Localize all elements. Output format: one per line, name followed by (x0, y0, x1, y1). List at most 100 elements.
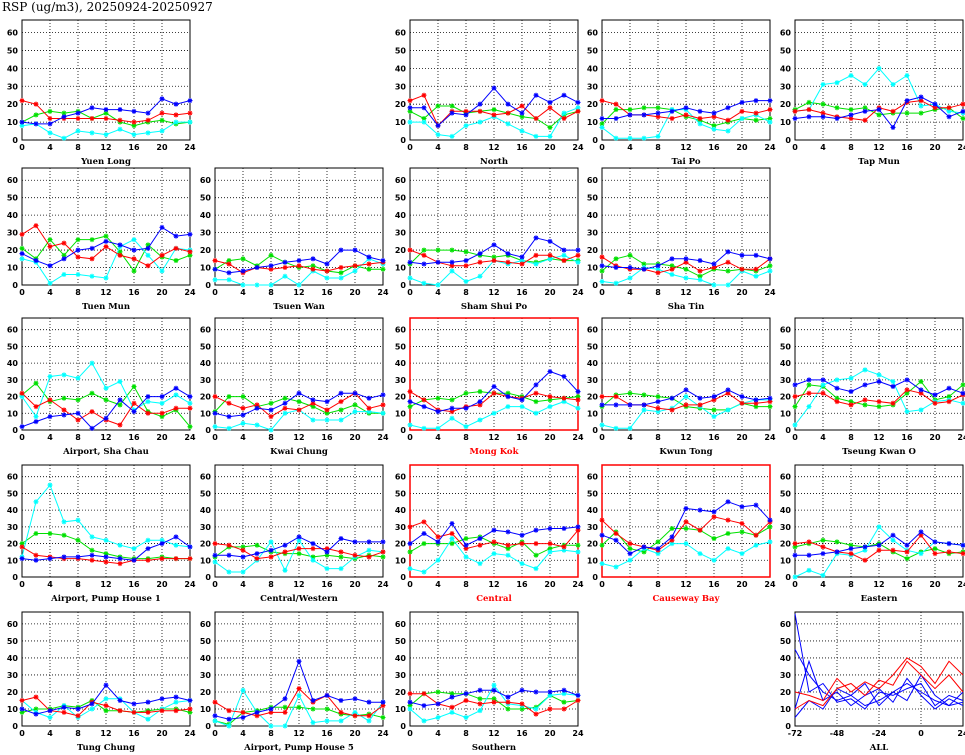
x-tick-label: 0 (212, 288, 218, 297)
data-point (407, 541, 413, 547)
data-point (449, 709, 455, 715)
data-point (435, 132, 441, 138)
x-tick-label: 12 (873, 433, 884, 442)
data-point (904, 110, 910, 116)
data-point (47, 121, 53, 127)
data-point (739, 116, 745, 122)
data-point (505, 259, 511, 265)
data-point (641, 112, 647, 118)
data-point (352, 539, 358, 545)
x-tick-label: 0 (599, 433, 605, 442)
data-point (310, 417, 316, 423)
y-tick-label: 30 (587, 523, 599, 532)
data-point (561, 252, 567, 258)
data-point (876, 404, 882, 410)
chart-title: RSP (ug/m3), 20250924-20250927 (2, 0, 213, 14)
data-point (296, 282, 302, 288)
data-point (380, 402, 386, 408)
y-tick-label: 50 (395, 342, 407, 351)
data-point (918, 110, 924, 116)
panel-airport-sha-chau: 0 10 20 30 40 50 60 0 4 8 12 16 20 24 Airport, Sha Cha… (7, 317, 196, 457)
y-tick-label: 30 (780, 376, 792, 385)
y-tick-label: 40 (780, 506, 792, 515)
data-point (61, 256, 67, 262)
data-point (533, 552, 539, 558)
x-tick-label: 0 (792, 143, 798, 152)
y-tick-label: 0 (12, 722, 18, 731)
data-point (753, 404, 759, 410)
data-point (33, 101, 39, 107)
data-point (131, 237, 137, 243)
data-point (145, 716, 151, 722)
data-point (117, 107, 123, 113)
data-point (739, 394, 745, 400)
data-point (599, 121, 605, 127)
y-tick-label: 60 (200, 473, 212, 482)
y-tick-label: 40 (395, 211, 407, 220)
x-tick-label: 4 (435, 288, 441, 297)
data-point (655, 263, 661, 269)
data-point (876, 379, 882, 385)
x-tick-label: 12 (100, 433, 111, 442)
x-tick-label: 20 (736, 288, 748, 297)
data-point (282, 395, 288, 401)
data-point (268, 414, 274, 420)
data-point (47, 482, 53, 488)
data-point (575, 697, 581, 703)
series-line (794, 649, 964, 707)
data-point (627, 425, 633, 431)
data-point (449, 409, 455, 415)
data-point (561, 399, 567, 405)
data-point (904, 73, 910, 79)
data-point (131, 400, 137, 406)
panel-title: Eastern (861, 594, 898, 604)
data-point (173, 556, 179, 562)
data-point (655, 551, 661, 557)
panel-tap-mun: 0 10 20 30 40 50 60 0 4 8 12 16 20 24 Tap Mun (780, 19, 965, 167)
data-point (226, 400, 232, 406)
data-point (753, 110, 759, 116)
data-point (19, 394, 25, 400)
data-point (946, 394, 952, 400)
data-point (575, 252, 581, 258)
panel-title: Tseung Kwan O (842, 447, 916, 457)
y-tick-label: 60 (395, 29, 407, 38)
data-point (254, 402, 260, 408)
x-tick-label: 12 (680, 143, 691, 152)
data-point (848, 375, 854, 381)
data-point (519, 701, 525, 707)
data-point (767, 539, 773, 545)
data-point (240, 420, 246, 426)
x-tick-label: 8 (75, 729, 81, 738)
data-point (19, 231, 25, 237)
data-point (187, 249, 193, 255)
data-point (47, 244, 53, 250)
data-point (435, 539, 441, 545)
data-point (477, 696, 483, 702)
x-tick-label: 8 (268, 580, 274, 589)
y-tick-label: 0 (785, 722, 791, 731)
data-point (918, 98, 924, 104)
data-point (627, 252, 633, 258)
data-point (145, 263, 151, 269)
data-point (792, 382, 798, 388)
data-point (296, 263, 302, 269)
panel-tuen-mun: 0 10 20 30 40 50 60 0 4 8 12 16 20 24 Tuen Mun (7, 167, 196, 312)
panel-north: 0 10 20 30 40 50 60 0 4 8 12 16 20 24 North (395, 19, 584, 167)
data-point (212, 424, 218, 430)
data-point (613, 537, 619, 543)
data-point (338, 718, 344, 724)
data-point (75, 713, 81, 719)
x-tick-label: 24 (377, 729, 389, 738)
x-tick-label: 20 (929, 580, 941, 589)
data-point (655, 399, 661, 405)
data-point (806, 552, 812, 558)
data-point (117, 708, 123, 714)
data-point (352, 402, 358, 408)
data-point (834, 539, 840, 545)
data-point (187, 424, 193, 430)
data-point (669, 256, 675, 262)
data-point (89, 116, 95, 122)
data-point (904, 542, 910, 548)
data-point (435, 409, 441, 415)
